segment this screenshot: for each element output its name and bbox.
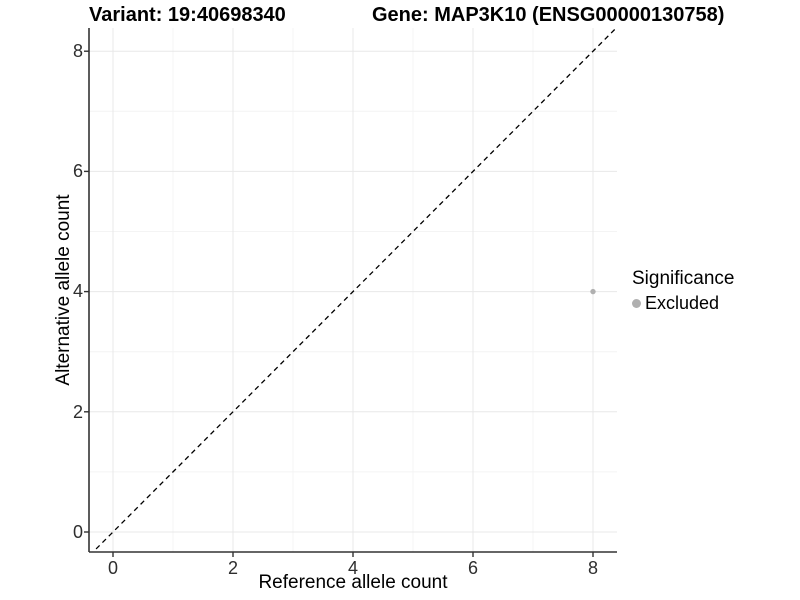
gene-title: Gene: MAP3K10 (ENSG00000130758) — [372, 4, 725, 26]
legend-item-excluded: Excluded — [632, 293, 734, 314]
y-tick-label-4: 4 — [72, 281, 83, 301]
y-axis-title: Alternative allele count — [53, 194, 74, 386]
legend-title: Significance — [632, 268, 735, 289]
variant-title: Variant: 19:40698340 — [89, 4, 286, 26]
x-tick-label-0: 0 — [107, 558, 118, 578]
x-tick-label-4: 4 — [347, 558, 358, 578]
y-tick-label-0: 0 — [72, 522, 83, 542]
identity-reference-line — [92, 28, 617, 552]
x-axis-title: Reference allele count — [258, 572, 448, 593]
excluded-point-icon — [632, 299, 641, 308]
data-point-excluded — [590, 288, 596, 295]
x-tick-label-6: 6 — [467, 558, 478, 578]
y-tick-label-8: 8 — [72, 41, 83, 61]
x-tick-label-8: 8 — [587, 558, 598, 578]
legend: Significance Excluded — [632, 268, 734, 314]
x-tick-label-2: 2 — [227, 558, 238, 578]
y-tick-label-2: 2 — [72, 402, 83, 422]
legend-item-label: Excluded — [645, 293, 720, 313]
y-tick-label-6: 6 — [72, 161, 83, 181]
